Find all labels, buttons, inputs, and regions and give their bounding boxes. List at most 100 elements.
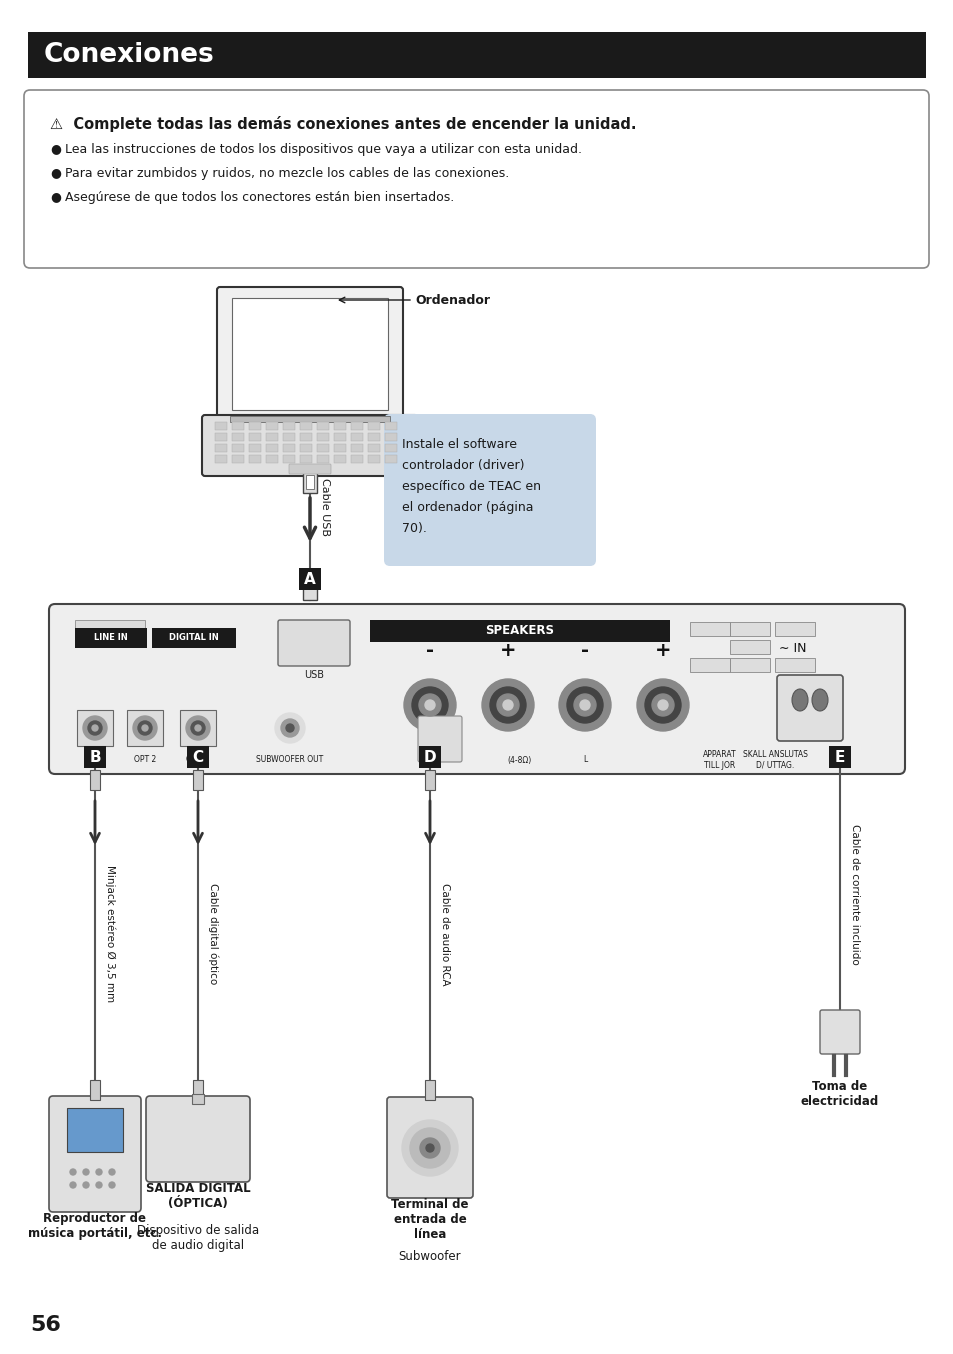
Text: DIGITAL IN: DIGITAL IN [169, 634, 218, 643]
Circle shape [194, 724, 201, 731]
Circle shape [644, 686, 680, 723]
FancyBboxPatch shape [729, 640, 769, 654]
FancyBboxPatch shape [249, 433, 261, 441]
Text: Toma de
electricidad: Toma de electricidad [800, 1080, 879, 1108]
FancyBboxPatch shape [385, 444, 396, 452]
Circle shape [502, 700, 513, 709]
Text: USB: USB [304, 670, 324, 680]
FancyBboxPatch shape [232, 422, 244, 431]
Text: Instale el software
controlador (driver)
específico de TEAC en
el ordenador (pág: Instale el software controlador (driver)… [401, 437, 540, 535]
FancyBboxPatch shape [306, 475, 314, 489]
Text: ∼ IN: ∼ IN [779, 642, 806, 654]
FancyBboxPatch shape [334, 444, 346, 452]
FancyBboxPatch shape [299, 433, 312, 441]
FancyBboxPatch shape [334, 455, 346, 463]
FancyBboxPatch shape [216, 287, 402, 422]
FancyBboxPatch shape [289, 464, 331, 474]
FancyBboxPatch shape [283, 455, 294, 463]
FancyBboxPatch shape [368, 433, 379, 441]
Circle shape [637, 678, 688, 731]
FancyBboxPatch shape [384, 414, 596, 566]
FancyBboxPatch shape [146, 1095, 250, 1182]
FancyBboxPatch shape [232, 444, 244, 452]
Text: Asegúrese de que todos los conectores están bien insertados.: Asegúrese de que todos los conectores es… [65, 191, 454, 203]
Circle shape [88, 720, 102, 735]
FancyBboxPatch shape [214, 433, 227, 441]
FancyBboxPatch shape [351, 433, 363, 441]
FancyBboxPatch shape [387, 1097, 473, 1198]
FancyBboxPatch shape [424, 1080, 435, 1099]
FancyBboxPatch shape [283, 422, 294, 431]
Circle shape [403, 678, 456, 731]
FancyBboxPatch shape [214, 422, 227, 431]
Text: Minjack estéreo Ø 3,5 mm: Minjack estéreo Ø 3,5 mm [105, 865, 115, 1002]
Text: OUT 1: OUT 1 [186, 756, 210, 765]
Circle shape [191, 720, 205, 735]
Circle shape [274, 714, 305, 743]
FancyBboxPatch shape [828, 746, 850, 768]
FancyBboxPatch shape [283, 433, 294, 441]
FancyBboxPatch shape [351, 444, 363, 452]
FancyBboxPatch shape [418, 746, 440, 768]
Text: Lea las instrucciones de todos los dispositivos que vaya a utilizar con esta uni: Lea las instrucciones de todos los dispo… [65, 142, 581, 156]
FancyBboxPatch shape [368, 455, 379, 463]
FancyBboxPatch shape [75, 628, 147, 649]
Circle shape [286, 724, 294, 733]
FancyBboxPatch shape [75, 620, 145, 634]
FancyBboxPatch shape [230, 416, 390, 422]
Circle shape [186, 716, 210, 741]
FancyBboxPatch shape [729, 658, 769, 672]
Circle shape [481, 678, 534, 731]
Circle shape [424, 700, 435, 709]
Text: ⚠  Complete todas las demás conexiones antes de encender la unidad.: ⚠ Complete todas las demás conexiones an… [50, 116, 636, 131]
FancyBboxPatch shape [385, 433, 396, 441]
FancyBboxPatch shape [334, 422, 346, 431]
Text: ●: ● [50, 167, 61, 180]
Circle shape [109, 1169, 115, 1175]
FancyBboxPatch shape [90, 1080, 100, 1099]
FancyBboxPatch shape [774, 621, 814, 636]
Text: Cable USB: Cable USB [319, 478, 330, 535]
Text: ●: ● [50, 191, 61, 203]
Text: Reproductor de
música portátil, etc.: Reproductor de música portátil, etc. [28, 1212, 162, 1240]
FancyBboxPatch shape [232, 433, 244, 441]
Text: Cable de audio RCA: Cable de audio RCA [439, 883, 450, 986]
FancyBboxPatch shape [351, 422, 363, 431]
FancyBboxPatch shape [316, 455, 329, 463]
Circle shape [138, 720, 152, 735]
Circle shape [410, 1128, 450, 1169]
Ellipse shape [811, 689, 827, 711]
FancyBboxPatch shape [193, 1080, 203, 1099]
FancyBboxPatch shape [77, 709, 112, 746]
FancyBboxPatch shape [385, 455, 396, 463]
Circle shape [91, 724, 98, 731]
FancyBboxPatch shape [299, 422, 312, 431]
Text: LINE: LINE [87, 756, 103, 765]
FancyBboxPatch shape [299, 444, 312, 452]
Circle shape [96, 1169, 102, 1175]
Text: (4-8Ω): (4-8Ω) [507, 756, 532, 765]
Text: LINE IN: LINE IN [94, 634, 128, 643]
FancyBboxPatch shape [214, 455, 227, 463]
FancyBboxPatch shape [316, 422, 329, 431]
Circle shape [497, 695, 518, 716]
Text: OPT 2: OPT 2 [133, 756, 156, 765]
Circle shape [651, 695, 673, 716]
FancyBboxPatch shape [90, 770, 100, 789]
FancyBboxPatch shape [303, 471, 316, 493]
Circle shape [566, 686, 602, 723]
FancyBboxPatch shape [283, 444, 294, 452]
Text: 56: 56 [30, 1315, 61, 1335]
Text: +: + [654, 640, 671, 659]
FancyBboxPatch shape [49, 604, 904, 774]
Circle shape [83, 1182, 89, 1187]
Circle shape [574, 695, 596, 716]
Text: SUBWOOFER OUT: SUBWOOFER OUT [256, 756, 323, 765]
FancyBboxPatch shape [368, 444, 379, 452]
Circle shape [132, 716, 157, 741]
Circle shape [426, 1144, 434, 1152]
Text: Para evitar zumbidos y ruidos, no mezcle los cables de las conexiones.: Para evitar zumbidos y ruidos, no mezcle… [65, 167, 509, 180]
FancyBboxPatch shape [351, 455, 363, 463]
Circle shape [142, 724, 148, 731]
Text: Subwoofer: Subwoofer [398, 1250, 461, 1263]
